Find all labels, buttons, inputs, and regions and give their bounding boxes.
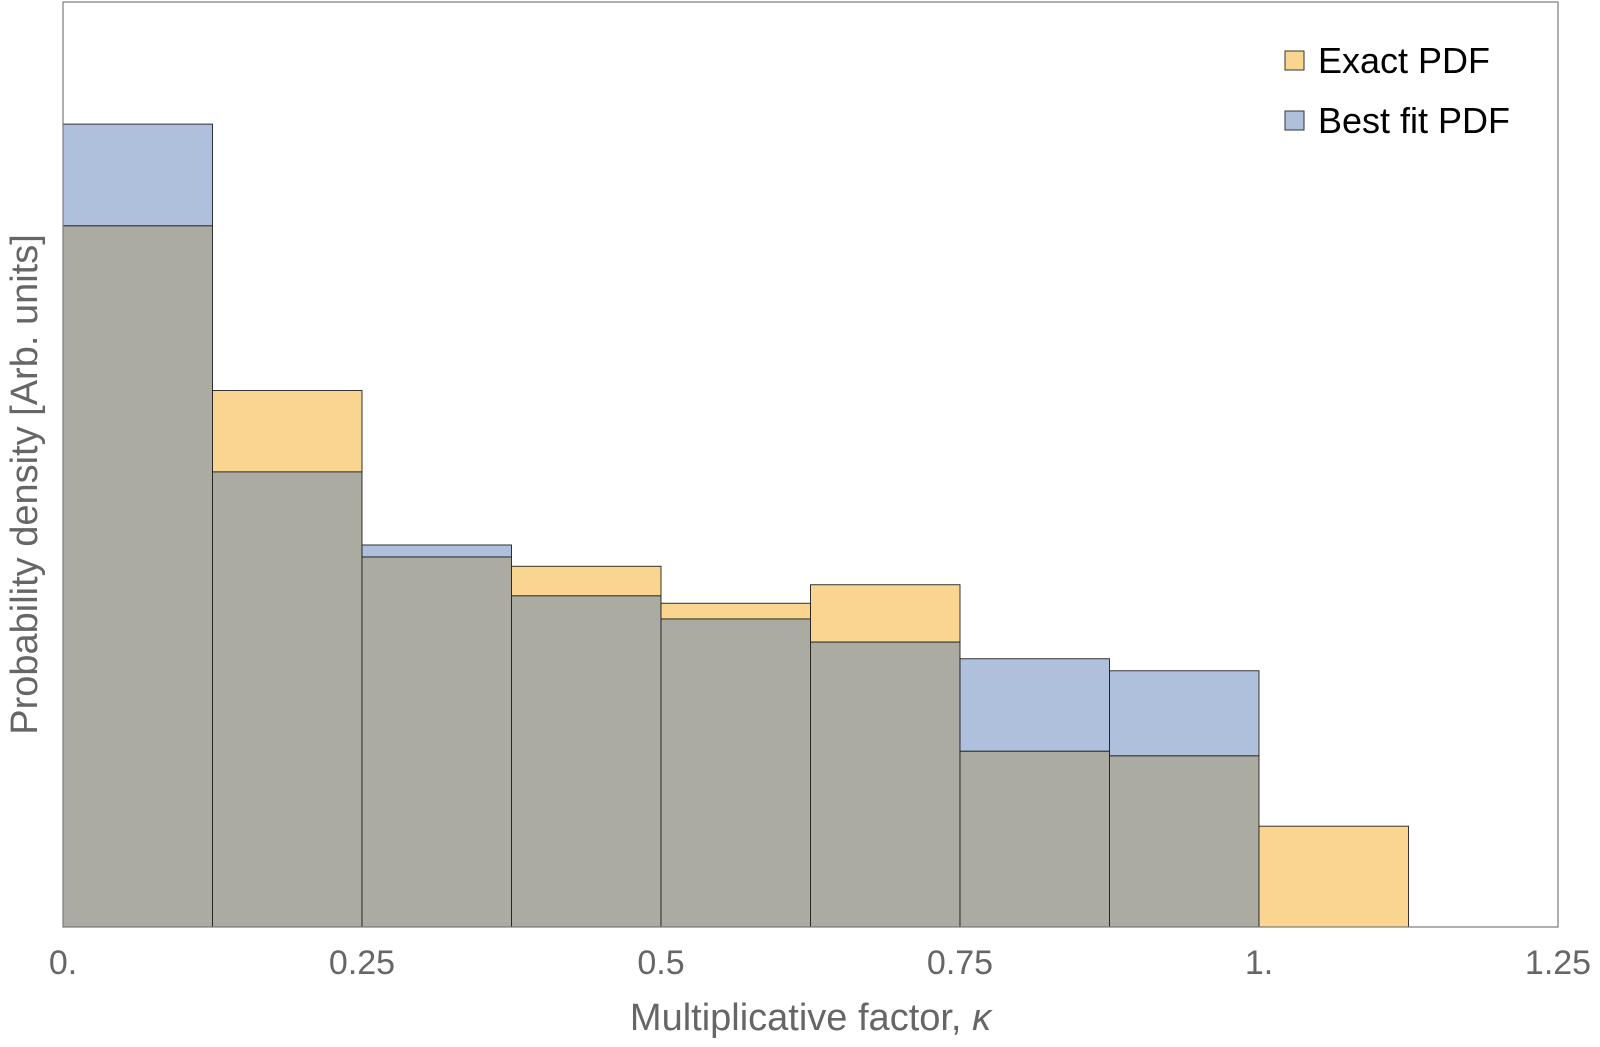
legend: Exact PDF Best fit PDF (1284, 40, 1510, 141)
bar-exact-excess-3 (511, 565, 662, 597)
bar-overlap-6 (959, 750, 1110, 928)
legend-label-1: Best fit PDF (1318, 100, 1510, 141)
y-axis-title: Probability density [Arb. units] (4, 234, 46, 735)
bar-exact-excess-4 (660, 602, 811, 620)
x-tick-label-4: 1. (1245, 944, 1273, 982)
bar-bestfit-excess-0 (62, 123, 213, 227)
x-tick-label-3: 0.75 (927, 944, 993, 982)
bar-bestfit-excess-7 (1109, 670, 1260, 757)
x-tick-label-1: 0.25 (329, 944, 395, 982)
bar-overlap-2 (361, 556, 512, 928)
x-axis-title: Multiplicative factor, κ (630, 997, 993, 1039)
bar-bestfit-excess-2 (361, 544, 512, 558)
x-tick-label-5: 1.25 (1525, 944, 1591, 982)
x-tick-label-0: 0. (49, 944, 77, 982)
x-axis-title-text: Multiplicative factor, (630, 997, 972, 1039)
bar-bestfit-excess-6 (959, 658, 1110, 752)
bar-exact-excess-5 (810, 584, 961, 643)
bar-exact-excess-8 (1258, 825, 1409, 928)
legend-swatch-1 (1284, 110, 1305, 131)
plot-frame (62, 1, 1559, 928)
bar-overlap-5 (810, 641, 961, 928)
x-axis-title-symbol: κ (972, 997, 993, 1039)
bar-exact-excess-1 (212, 390, 363, 473)
bar-overlap-0 (62, 225, 213, 928)
legend-label-0: Exact PDF (1318, 40, 1490, 81)
x-tick-labels: 0. 0.25 0.5 0.75 1. 1.25 (49, 944, 1591, 982)
bar-overlap-4 (660, 618, 811, 928)
legend-swatch-0 (1284, 50, 1305, 71)
bar-overlap-7 (1109, 755, 1260, 928)
bars-layer (62, 123, 1409, 928)
x-tick-label-2: 0.5 (637, 944, 684, 982)
bar-overlap-3 (511, 595, 662, 928)
bar-overlap-1 (212, 471, 363, 928)
